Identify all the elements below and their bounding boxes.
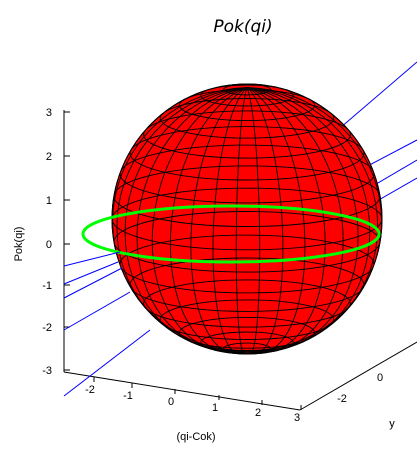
y-tick-label: -2 (337, 393, 347, 405)
x-tick-label: -1 (123, 390, 133, 402)
z-tick-label: -2 (42, 322, 52, 334)
z-tick-label: -3 (42, 365, 52, 377)
ring-back (81, 204, 381, 235)
x-axis-line (63, 371, 301, 411)
y-ticks: -2 0 (337, 372, 383, 405)
x-tick-label: 0 (168, 396, 174, 408)
green-ring (81, 204, 381, 264)
x-ticks: -2 -1 0 1 2 3 (85, 377, 302, 424)
sphere-outline (111, 83, 383, 355)
sphere-surface (111, 83, 383, 355)
z-tick-label: 0 (46, 239, 52, 251)
x-tick-label: 2 (255, 407, 261, 419)
z-tick-label: 3 (46, 107, 52, 119)
y-axis-line (299, 341, 417, 411)
axes: 3 2 1 0 -1 -2 -3 -2 -1 0 1 2 3 -2 0 (42, 107, 417, 424)
blue-lines-front (63, 251, 151, 397)
x-tick-label: -2 (85, 384, 95, 396)
y-axis-label: y (389, 418, 395, 430)
x-tick-label: 1 (212, 402, 218, 414)
z-ticks: 3 2 1 0 -1 -2 -3 (42, 107, 70, 377)
ring-front (81, 233, 381, 264)
x-tick-label: 3 (294, 412, 300, 424)
z-tick-label: -1 (42, 280, 52, 292)
chart-title: Pok(qi) (213, 17, 272, 37)
z-tick-label: 2 (46, 151, 52, 163)
x-axis-label: (qi-Cok) (176, 431, 215, 443)
z-axis-label: Pok(qi) (13, 227, 25, 262)
z-tick-label: 1 (46, 195, 52, 207)
y-tick-label: 0 (377, 372, 383, 384)
